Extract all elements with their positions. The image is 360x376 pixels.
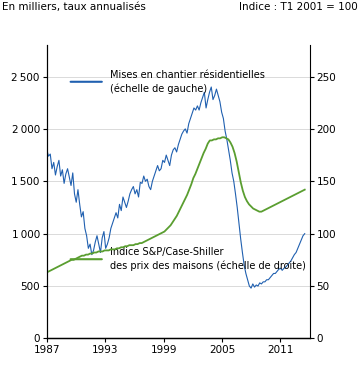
- Text: Mises en chantier résidentielles
(échelle de gauche): Mises en chantier résidentielles (échell…: [110, 70, 265, 94]
- Text: En milliers, taux annualisés: En milliers, taux annualisés: [2, 2, 146, 12]
- Text: Indice S&P/Case-Shiller
des prix des maisons (échelle de droite): Indice S&P/Case-Shiller des prix des mai…: [110, 247, 306, 271]
- Text: Indice : T1 2001 = 100: Indice : T1 2001 = 100: [239, 2, 358, 12]
